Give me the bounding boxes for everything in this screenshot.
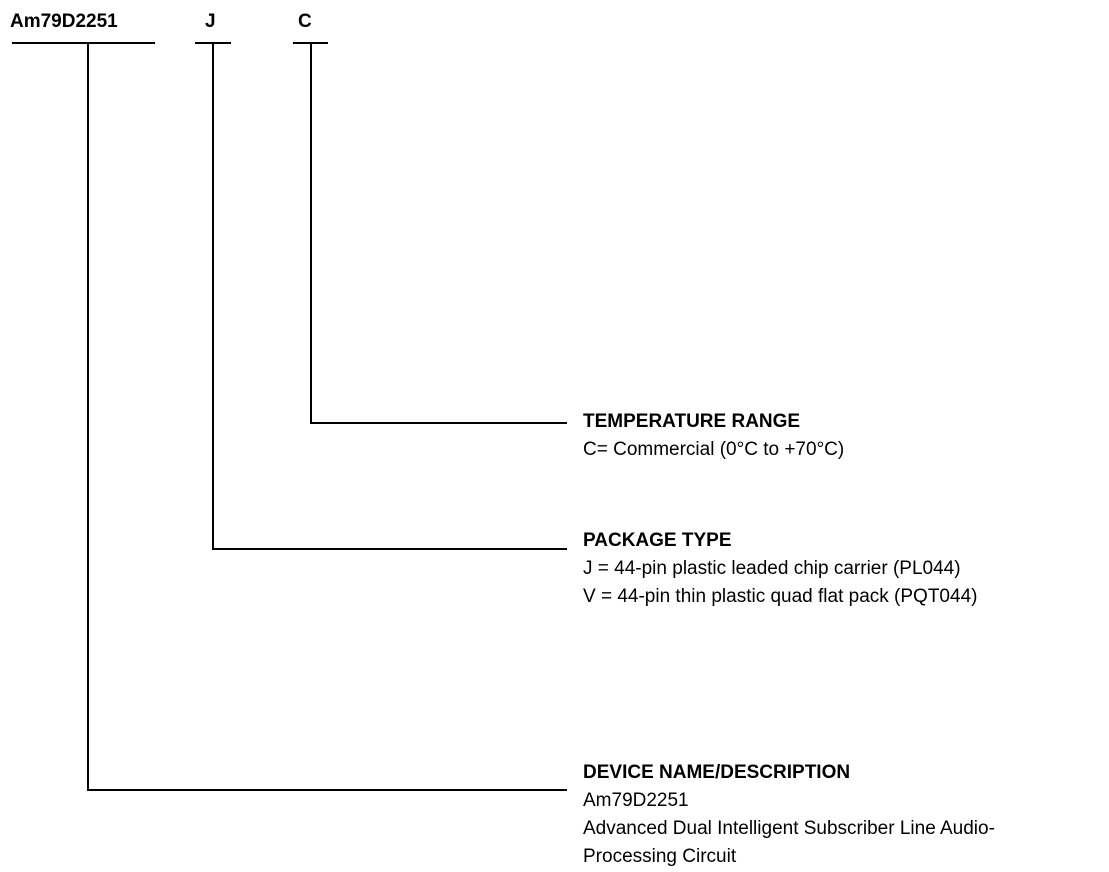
field-title: DEVICE NAME/DESCRIPTION <box>583 762 850 783</box>
code-label: C <box>298 11 312 32</box>
code-label: Am79D2251 <box>10 11 118 32</box>
field-line: C= Commercial (0°C to +70°C) <box>583 439 844 460</box>
field-line: J = 44-pin plastic leaded chip carrier (… <box>583 558 961 579</box>
field-line: Am79D2251 <box>583 790 689 811</box>
field-line: Processing Circuit <box>583 846 737 867</box>
code-label: J <box>205 11 216 32</box>
field-line: V = 44-pin thin plastic quad flat pack (… <box>583 586 977 607</box>
field-line: Advanced Dual Intelligent Subscriber Lin… <box>583 818 995 839</box>
field-title: TEMPERATURE RANGE <box>583 411 800 432</box>
field-title: PACKAGE TYPE <box>583 530 732 551</box>
